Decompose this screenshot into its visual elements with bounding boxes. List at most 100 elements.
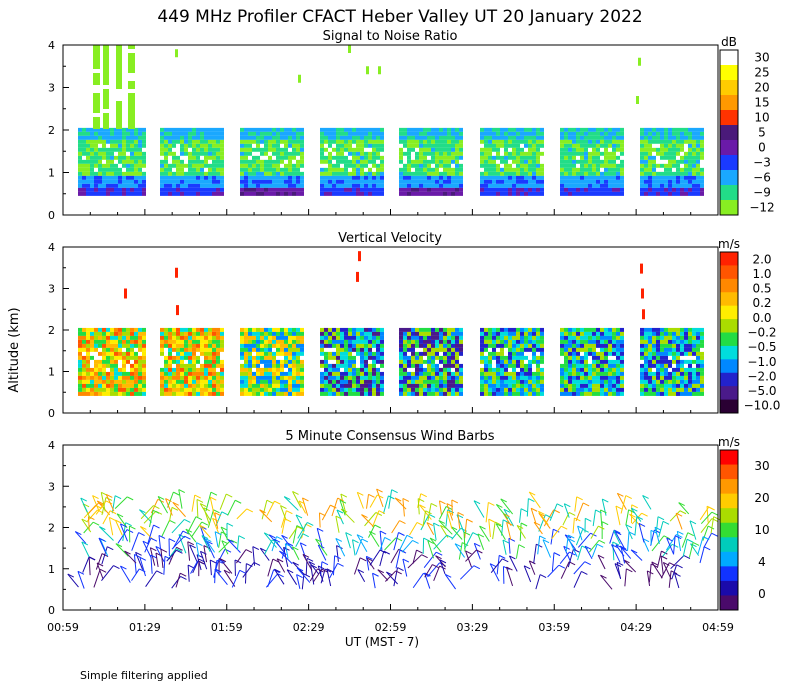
heat-cell	[180, 383, 184, 388]
heat-cell	[580, 171, 584, 176]
heat-cell	[160, 187, 164, 192]
heat-cell	[122, 343, 126, 348]
heat-cell	[94, 155, 98, 160]
heat-cell	[668, 179, 672, 184]
heat-cell	[407, 139, 411, 144]
heat-cell	[496, 339, 500, 344]
heat-cell	[134, 179, 138, 184]
heat-cell	[512, 387, 516, 392]
heat-cell	[252, 175, 256, 180]
heat-cell	[118, 347, 122, 352]
heat-cell	[114, 343, 118, 348]
heat-cell	[664, 167, 668, 172]
heat-cell	[399, 367, 403, 372]
heat-cell	[568, 363, 572, 368]
heat-cell	[340, 355, 344, 360]
heat-cell	[592, 363, 596, 368]
heat-cell	[540, 135, 544, 140]
heat-cell	[364, 383, 368, 388]
heat-cell	[256, 151, 260, 156]
heat-cell	[520, 387, 524, 392]
heat-cell	[332, 135, 336, 140]
heat-cell	[248, 151, 252, 156]
heat-cell	[572, 175, 576, 180]
heat-cell	[380, 327, 384, 332]
heat-cell	[451, 139, 455, 144]
heat-cell	[98, 351, 102, 356]
heat-cell	[126, 367, 130, 372]
heat-cell	[492, 135, 496, 140]
heat-cell	[324, 375, 328, 380]
heat-cell	[411, 331, 415, 336]
heat-cell	[336, 347, 340, 352]
heat-cell	[488, 179, 492, 184]
heat-cell	[110, 335, 114, 340]
heat-cell	[564, 127, 568, 132]
heat-cell	[604, 179, 608, 184]
heat-cell	[320, 131, 324, 136]
heat-cell	[680, 171, 684, 176]
heat-cell	[204, 355, 208, 360]
heat-cell	[272, 327, 276, 332]
heat-cell	[102, 139, 106, 144]
heat-cell	[604, 347, 608, 352]
heat-cell	[419, 151, 423, 156]
heat-cell	[336, 371, 340, 376]
heat-cell	[668, 155, 672, 160]
heat-cell	[668, 367, 672, 372]
heat-cell	[576, 131, 580, 136]
heat-cell	[399, 363, 403, 368]
heat-cell	[200, 179, 204, 184]
heat-cell	[439, 159, 443, 164]
heat-cell	[600, 139, 604, 144]
heat-cell	[423, 131, 427, 136]
heat-cell	[94, 139, 98, 144]
heat-cell	[324, 179, 328, 184]
heat-cell	[268, 335, 272, 340]
heat-cell	[660, 135, 664, 140]
heat-cell	[660, 171, 664, 176]
wind-barb-flag	[424, 572, 431, 577]
heat-cell	[336, 131, 340, 136]
heat-cell	[90, 367, 94, 372]
heat-cell	[142, 179, 146, 184]
heat-cell	[110, 143, 114, 148]
wind-barb	[236, 535, 240, 550]
heat-cell	[419, 383, 423, 388]
heat-cell	[176, 379, 180, 384]
heat-cell	[86, 363, 90, 368]
heat-cell	[564, 343, 568, 348]
heat-cell	[528, 131, 532, 136]
heat-cell	[600, 343, 604, 348]
heat-cell	[256, 359, 260, 364]
heat-cell	[134, 183, 138, 188]
heat-cell	[692, 391, 696, 396]
heat-cell	[524, 367, 528, 372]
heat-cell	[380, 143, 384, 148]
heat-cell	[576, 147, 580, 152]
heat-cell	[447, 131, 451, 136]
heat-cell	[672, 167, 676, 172]
heat-cell	[664, 351, 668, 356]
heat-cell	[348, 183, 352, 188]
heat-cell	[484, 355, 488, 360]
heat-cell	[488, 131, 492, 136]
heat-cell	[496, 367, 500, 372]
heat-cell	[664, 371, 668, 376]
heat-cell	[407, 355, 411, 360]
heat-cell	[459, 187, 463, 192]
heat-cell	[188, 167, 192, 172]
heat-cell	[592, 167, 596, 172]
heat-cell	[684, 327, 688, 332]
heat-cell	[324, 371, 328, 376]
heat-cell	[596, 135, 600, 140]
heat-cell	[360, 179, 364, 184]
heat-cell	[411, 155, 415, 160]
heat-cell	[78, 159, 82, 164]
heat-cell	[138, 331, 142, 336]
heat-cell	[656, 387, 660, 392]
heat-cell	[443, 127, 447, 132]
heat-cell	[688, 343, 692, 348]
heat-cell	[300, 179, 304, 184]
heat-cell	[256, 127, 260, 132]
